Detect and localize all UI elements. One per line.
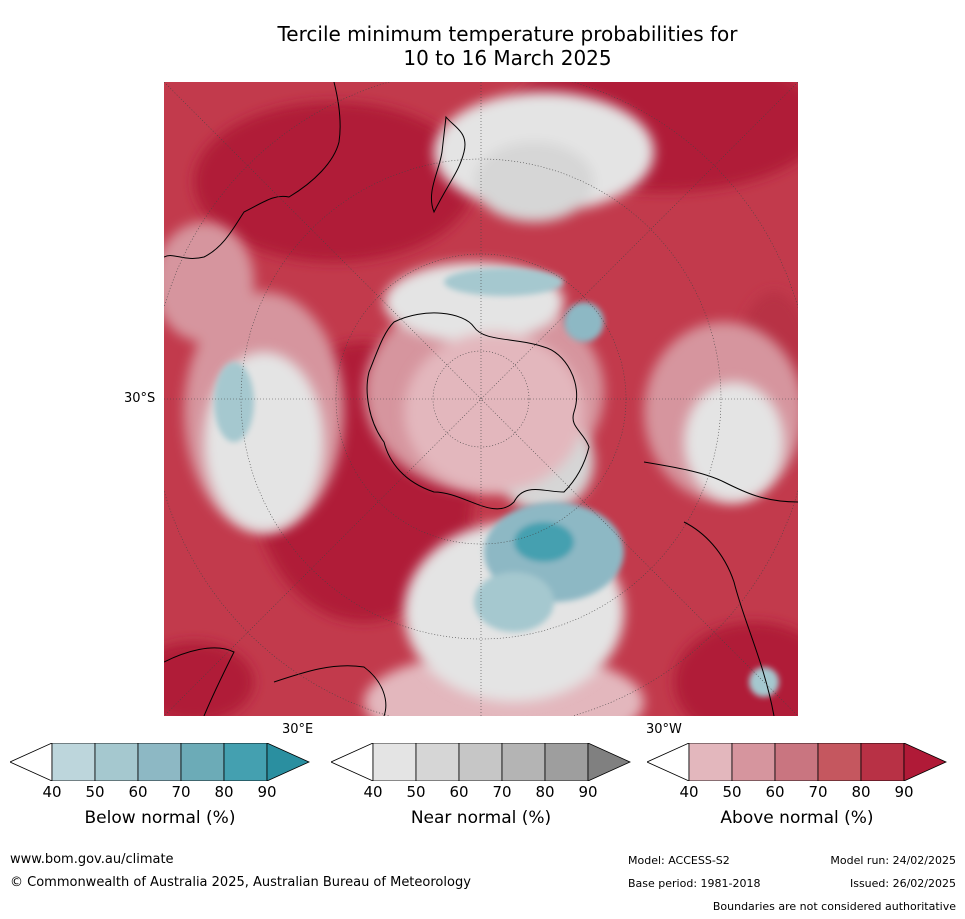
tick-label: 90 bbox=[894, 783, 914, 801]
africa-outline bbox=[164, 647, 387, 716]
antarctica-outline bbox=[366, 312, 590, 510]
tick-label: 70 bbox=[492, 783, 512, 801]
lat-30s-label: 30°S bbox=[124, 391, 156, 406]
near-normal-label: Near normal (%) bbox=[410, 808, 552, 828]
model-text: Model: ACCESS-S2 bbox=[628, 854, 730, 867]
near-normal-colorbar bbox=[331, 743, 631, 781]
title-line-2: 10 to 16 March 2025 bbox=[403, 46, 612, 70]
tick-label: 40 bbox=[42, 783, 62, 801]
near-normal-colorbar-svg bbox=[331, 743, 631, 781]
tick-label: 90 bbox=[578, 783, 598, 801]
tick-label: 90 bbox=[257, 783, 277, 801]
tick-label: 80 bbox=[535, 783, 555, 801]
new-zealand-outline bbox=[430, 115, 466, 214]
tick-label: 60 bbox=[765, 783, 785, 801]
tick-label: 50 bbox=[406, 783, 426, 801]
tick-label: 80 bbox=[851, 783, 871, 801]
issued-text: Issued: 26/02/2025 bbox=[849, 877, 956, 890]
tick-label: 40 bbox=[363, 783, 383, 801]
below-normal-colorbar-svg bbox=[10, 743, 310, 781]
above-normal-colorbar bbox=[647, 743, 947, 781]
south-america-outline bbox=[643, 461, 798, 716]
tick-label: 70 bbox=[171, 783, 191, 801]
below-normal-colorbar bbox=[10, 743, 310, 781]
tick-label: 80 bbox=[214, 783, 234, 801]
lon-30e-label: 30°E bbox=[282, 722, 314, 737]
website-link[interactable]: www.bom.gov.au/climate bbox=[10, 852, 174, 867]
graticule bbox=[164, 82, 798, 716]
probability-map bbox=[164, 82, 798, 716]
australia-outline bbox=[164, 82, 341, 259]
above-normal-label: Above normal (%) bbox=[720, 808, 874, 828]
tick-label: 50 bbox=[722, 783, 742, 801]
lon-30w-label: 30°W bbox=[646, 722, 682, 737]
tick-label: 40 bbox=[679, 783, 699, 801]
tick-label: 60 bbox=[128, 783, 148, 801]
above-normal-colorbar-svg bbox=[647, 743, 947, 781]
tick-label: 70 bbox=[808, 783, 828, 801]
title-line-1: Tercile minimum temperature probabilitie… bbox=[277, 22, 738, 46]
base-period-text: Base period: 1981-2018 bbox=[628, 877, 761, 890]
tick-label: 50 bbox=[85, 783, 105, 801]
disclaimer-text: Boundaries are not considered authoritat… bbox=[712, 900, 956, 913]
map-title: Tercile minimum temperature probabilitie… bbox=[160, 22, 855, 70]
map-svg bbox=[164, 82, 798, 716]
below-normal-label: Below normal (%) bbox=[84, 808, 236, 828]
copyright-text: © Commonwealth of Australia 2025, Austra… bbox=[10, 875, 471, 890]
tick-label: 60 bbox=[449, 783, 469, 801]
model-run-text: Model run: 24/02/2025 bbox=[830, 854, 956, 867]
